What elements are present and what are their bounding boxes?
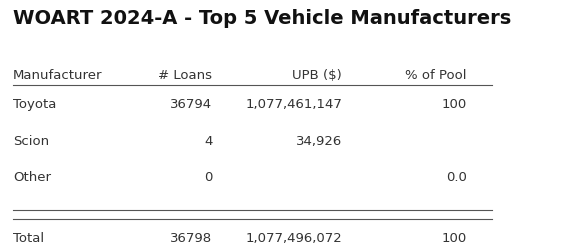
Text: WOART 2024-A - Top 5 Vehicle Manufacturers: WOART 2024-A - Top 5 Vehicle Manufacture… [13,9,511,28]
Text: 1,077,461,147: 1,077,461,147 [245,98,342,111]
Text: 4: 4 [204,135,213,148]
Text: 0.0: 0.0 [446,171,467,184]
Text: Manufacturer: Manufacturer [13,69,102,82]
Text: 0: 0 [204,171,213,184]
Text: 100: 100 [442,98,467,111]
Text: 36798: 36798 [170,232,213,245]
Text: # Loans: # Loans [158,69,213,82]
Text: Other: Other [13,171,51,184]
Text: Scion: Scion [13,135,49,148]
Text: 36794: 36794 [170,98,213,111]
Text: UPB ($): UPB ($) [292,69,342,82]
Text: 34,926: 34,926 [296,135,342,148]
Text: Toyota: Toyota [13,98,56,111]
Text: Total: Total [13,232,44,245]
Text: 100: 100 [442,232,467,245]
Text: 1,077,496,072: 1,077,496,072 [246,232,342,245]
Text: % of Pool: % of Pool [405,69,467,82]
